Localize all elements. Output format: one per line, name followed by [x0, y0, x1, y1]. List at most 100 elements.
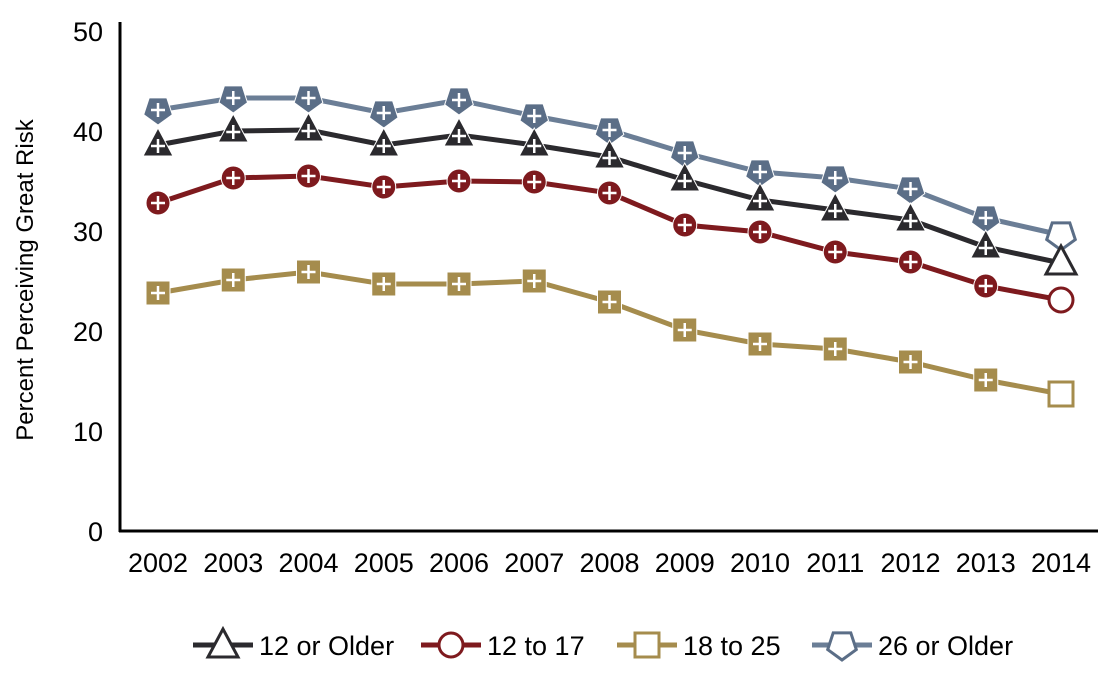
significance-plus-icon: [527, 109, 542, 123]
legend-triangle-icon: [205, 625, 241, 659]
data-point: [518, 126, 551, 157]
data-point: [973, 367, 999, 393]
legend-label: 12 to 17: [487, 631, 585, 661]
x-axis-ticks: 2002 2003 2004 2005 2006 2007 2008 2009 2010 2011…: [128, 548, 1091, 578]
data-point: [521, 169, 547, 195]
x-tick-label: 2009: [655, 548, 715, 578]
significance-plus-icon: [527, 139, 542, 153]
significance-plus-icon: [903, 214, 918, 228]
data-point: [747, 219, 773, 245]
data-point: [819, 191, 852, 222]
data-point: [745, 159, 775, 188]
y-axis-ticks: 0 10 20 30 40 50: [73, 17, 103, 547]
data-point: [894, 201, 927, 232]
significance-plus-icon: [677, 323, 692, 337]
series-26-or-older: [143, 85, 1078, 252]
data-point: [1047, 286, 1075, 314]
data-point: [672, 317, 698, 343]
significance-plus-icon: [376, 180, 391, 194]
significance-plus-icon: [151, 139, 165, 153]
significance-plus-icon: [151, 103, 165, 117]
series-layer: [142, 85, 1079, 408]
x-tick-label: 2014: [1031, 548, 1091, 578]
significance-plus-icon: [753, 225, 767, 239]
data-point: [371, 174, 397, 200]
data-point: [822, 336, 848, 362]
data-point: [597, 289, 622, 315]
significance-plus-icon: [301, 169, 316, 183]
data-point: [367, 126, 400, 157]
legend-item: 26 or Older: [812, 631, 1013, 662]
significance-plus-icon: [226, 273, 241, 287]
significance-plus-icon: [226, 171, 241, 185]
significance-plus-icon: [602, 295, 617, 309]
data-point: [220, 165, 246, 191]
data-point: [970, 205, 1001, 234]
significance-plus-icon: [753, 165, 767, 179]
y-tick-label: 10: [73, 417, 103, 447]
significance-plus-icon: [376, 106, 391, 120]
significance-plus-icon: [828, 204, 843, 218]
significance-plus-icon: [527, 175, 542, 189]
data-point: [443, 116, 475, 147]
y-axis-title-group: Percent Perceiving Great Risk: [12, 118, 39, 440]
data-point: [973, 273, 999, 299]
x-tick-label: 2012: [880, 548, 940, 578]
y-tick-label: 40: [73, 117, 103, 147]
data-point: [145, 190, 171, 216]
series-12-or-older: [142, 111, 1079, 276]
data-point: [820, 165, 851, 194]
data-point: [744, 181, 776, 212]
data-point: [142, 126, 174, 157]
significance-plus-icon: [301, 124, 316, 138]
significance-plus-icon: [602, 123, 617, 137]
data-point: [1047, 380, 1075, 408]
data-point: [446, 271, 472, 297]
legend-square-icon: [633, 631, 661, 659]
significance-plus-icon: [452, 93, 466, 107]
x-tick-label: 2008: [579, 548, 639, 578]
significance-plus-icon: [903, 182, 918, 196]
data-point: [220, 267, 246, 293]
significance-plus-icon: [452, 174, 466, 188]
significance-plus-icon: [978, 279, 993, 293]
data-point: [669, 140, 700, 169]
x-tick-label: 2010: [730, 548, 790, 578]
data-point: [371, 271, 397, 297]
x-tick-label: 2003: [203, 548, 263, 578]
significance-plus-icon: [677, 146, 692, 160]
y-tick-label: 30: [73, 217, 103, 247]
x-tick-label: 2005: [354, 548, 414, 578]
data-point: [895, 176, 926, 205]
x-tick-label: 2007: [504, 548, 564, 578]
data-point: [1043, 242, 1079, 276]
significance-plus-icon: [978, 241, 993, 255]
series-18-to-25: [145, 259, 1075, 408]
significance-plus-icon: [828, 342, 843, 356]
x-tick-label: 2006: [429, 548, 489, 578]
data-point: [521, 268, 547, 294]
circle-marker-icon: [1047, 286, 1075, 314]
y-tick-label: 20: [73, 317, 103, 347]
significance-plus-icon: [602, 186, 617, 200]
significance-plus-icon: [903, 255, 918, 269]
legend: 12 or Older 12 to 17 18 to 25 26 or Older: [193, 625, 1013, 662]
x-tick-label: 2013: [956, 548, 1016, 578]
legend-label: 12 or Older: [259, 631, 394, 661]
data-point: [292, 111, 325, 142]
significance-plus-icon: [978, 373, 993, 387]
legend-item: 12 or Older: [193, 625, 394, 661]
data-point: [822, 239, 848, 265]
significance-plus-icon: [677, 174, 692, 188]
significance-plus-icon: [602, 151, 617, 165]
significance-plus-icon: [978, 211, 993, 225]
x-tick-label: 2004: [278, 548, 338, 578]
data-point: [218, 85, 249, 114]
y-tick-label: 50: [73, 17, 103, 47]
data-point: [597, 180, 622, 206]
y-tick-label: 0: [88, 517, 103, 547]
significance-plus-icon: [226, 125, 241, 139]
data-point: [594, 117, 625, 146]
legend-item: 12 to 17: [421, 631, 585, 661]
square-marker-icon: [1047, 380, 1075, 408]
